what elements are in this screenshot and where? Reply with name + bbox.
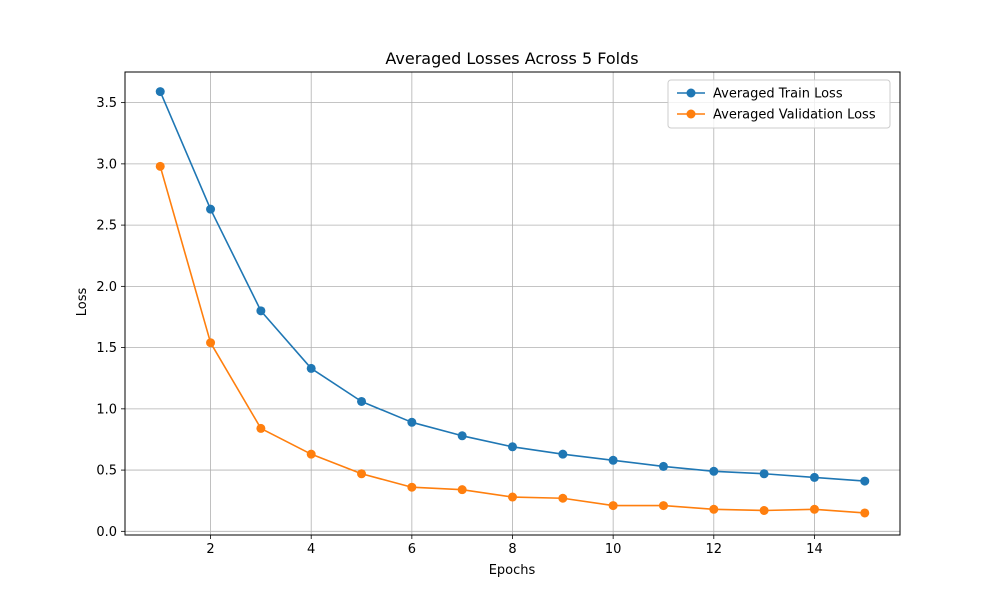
data-point <box>860 476 870 486</box>
data-point <box>558 449 568 459</box>
data-point <box>759 506 769 516</box>
data-point <box>457 485 467 495</box>
x-tick-label: 2 <box>206 542 214 557</box>
data-point <box>759 469 769 479</box>
data-point <box>407 417 417 427</box>
data-point <box>155 87 165 97</box>
legend-item: Averaged Validation Loss <box>677 108 876 123</box>
y-tick-label: 2.5 <box>96 219 117 234</box>
data-point <box>357 469 367 479</box>
y-axis-label: Loss <box>75 288 90 317</box>
data-point <box>508 492 517 502</box>
data-point <box>860 508 870 518</box>
data-point <box>206 204 216 214</box>
data-point <box>658 501 668 511</box>
x-tick-label: 12 <box>706 542 723 557</box>
y-tick-label: 0.0 <box>96 525 117 540</box>
chart-title: Averaged Losses Across 5 Folds <box>385 49 638 68</box>
data-point <box>256 306 266 316</box>
legend-swatch-marker <box>686 88 696 98</box>
legend-label: Averaged Train Loss <box>713 87 843 102</box>
series-layer <box>155 87 870 518</box>
data-point <box>407 482 417 492</box>
y-tick-label: 3.0 <box>96 157 117 172</box>
data-point <box>608 501 618 511</box>
data-point <box>709 466 719 476</box>
data-point <box>357 396 367 406</box>
legend-box <box>667 79 891 129</box>
x-tick-label: 8 <box>508 542 516 557</box>
y-tick-label: 1.5 <box>96 341 117 356</box>
grid <box>125 72 900 535</box>
legend: Averaged Train Loss Averaged Validation L… <box>667 79 891 129</box>
y-axis: 0.0 0.5 1.0 1.5 2.0 2.5 3.0 3.5 <box>96 96 125 540</box>
series-validation-loss <box>155 161 870 518</box>
y-tick-label: 0.5 <box>96 464 117 479</box>
y-tick-label: 2.0 <box>96 280 117 295</box>
data-point <box>206 338 216 348</box>
x-tick-label: 10 <box>605 542 622 557</box>
x-axis: 2 4 6 8 10 12 14 <box>206 535 823 557</box>
data-point <box>155 161 165 171</box>
data-point <box>809 504 819 514</box>
legend-swatch-marker <box>686 109 696 119</box>
data-point <box>709 504 719 514</box>
data-point <box>306 449 316 459</box>
legend-item: Averaged Train Loss <box>677 87 843 102</box>
data-point <box>508 442 517 452</box>
data-point <box>457 431 467 441</box>
x-tick-label: 4 <box>307 542 315 557</box>
x-tick-label: 14 <box>806 542 823 557</box>
data-point <box>256 423 266 433</box>
data-point <box>658 461 668 471</box>
x-tick-label: 6 <box>408 542 416 557</box>
legend-label: Averaged Validation Loss <box>713 108 876 123</box>
y-tick-label: 3.5 <box>96 96 117 111</box>
data-point <box>558 493 568 503</box>
data-point <box>608 455 618 465</box>
y-tick-label: 1.0 <box>96 402 117 417</box>
data-point <box>809 472 819 482</box>
series-train-loss <box>155 87 870 486</box>
data-point <box>306 363 316 373</box>
x-axis-label: Epochs <box>489 563 536 578</box>
